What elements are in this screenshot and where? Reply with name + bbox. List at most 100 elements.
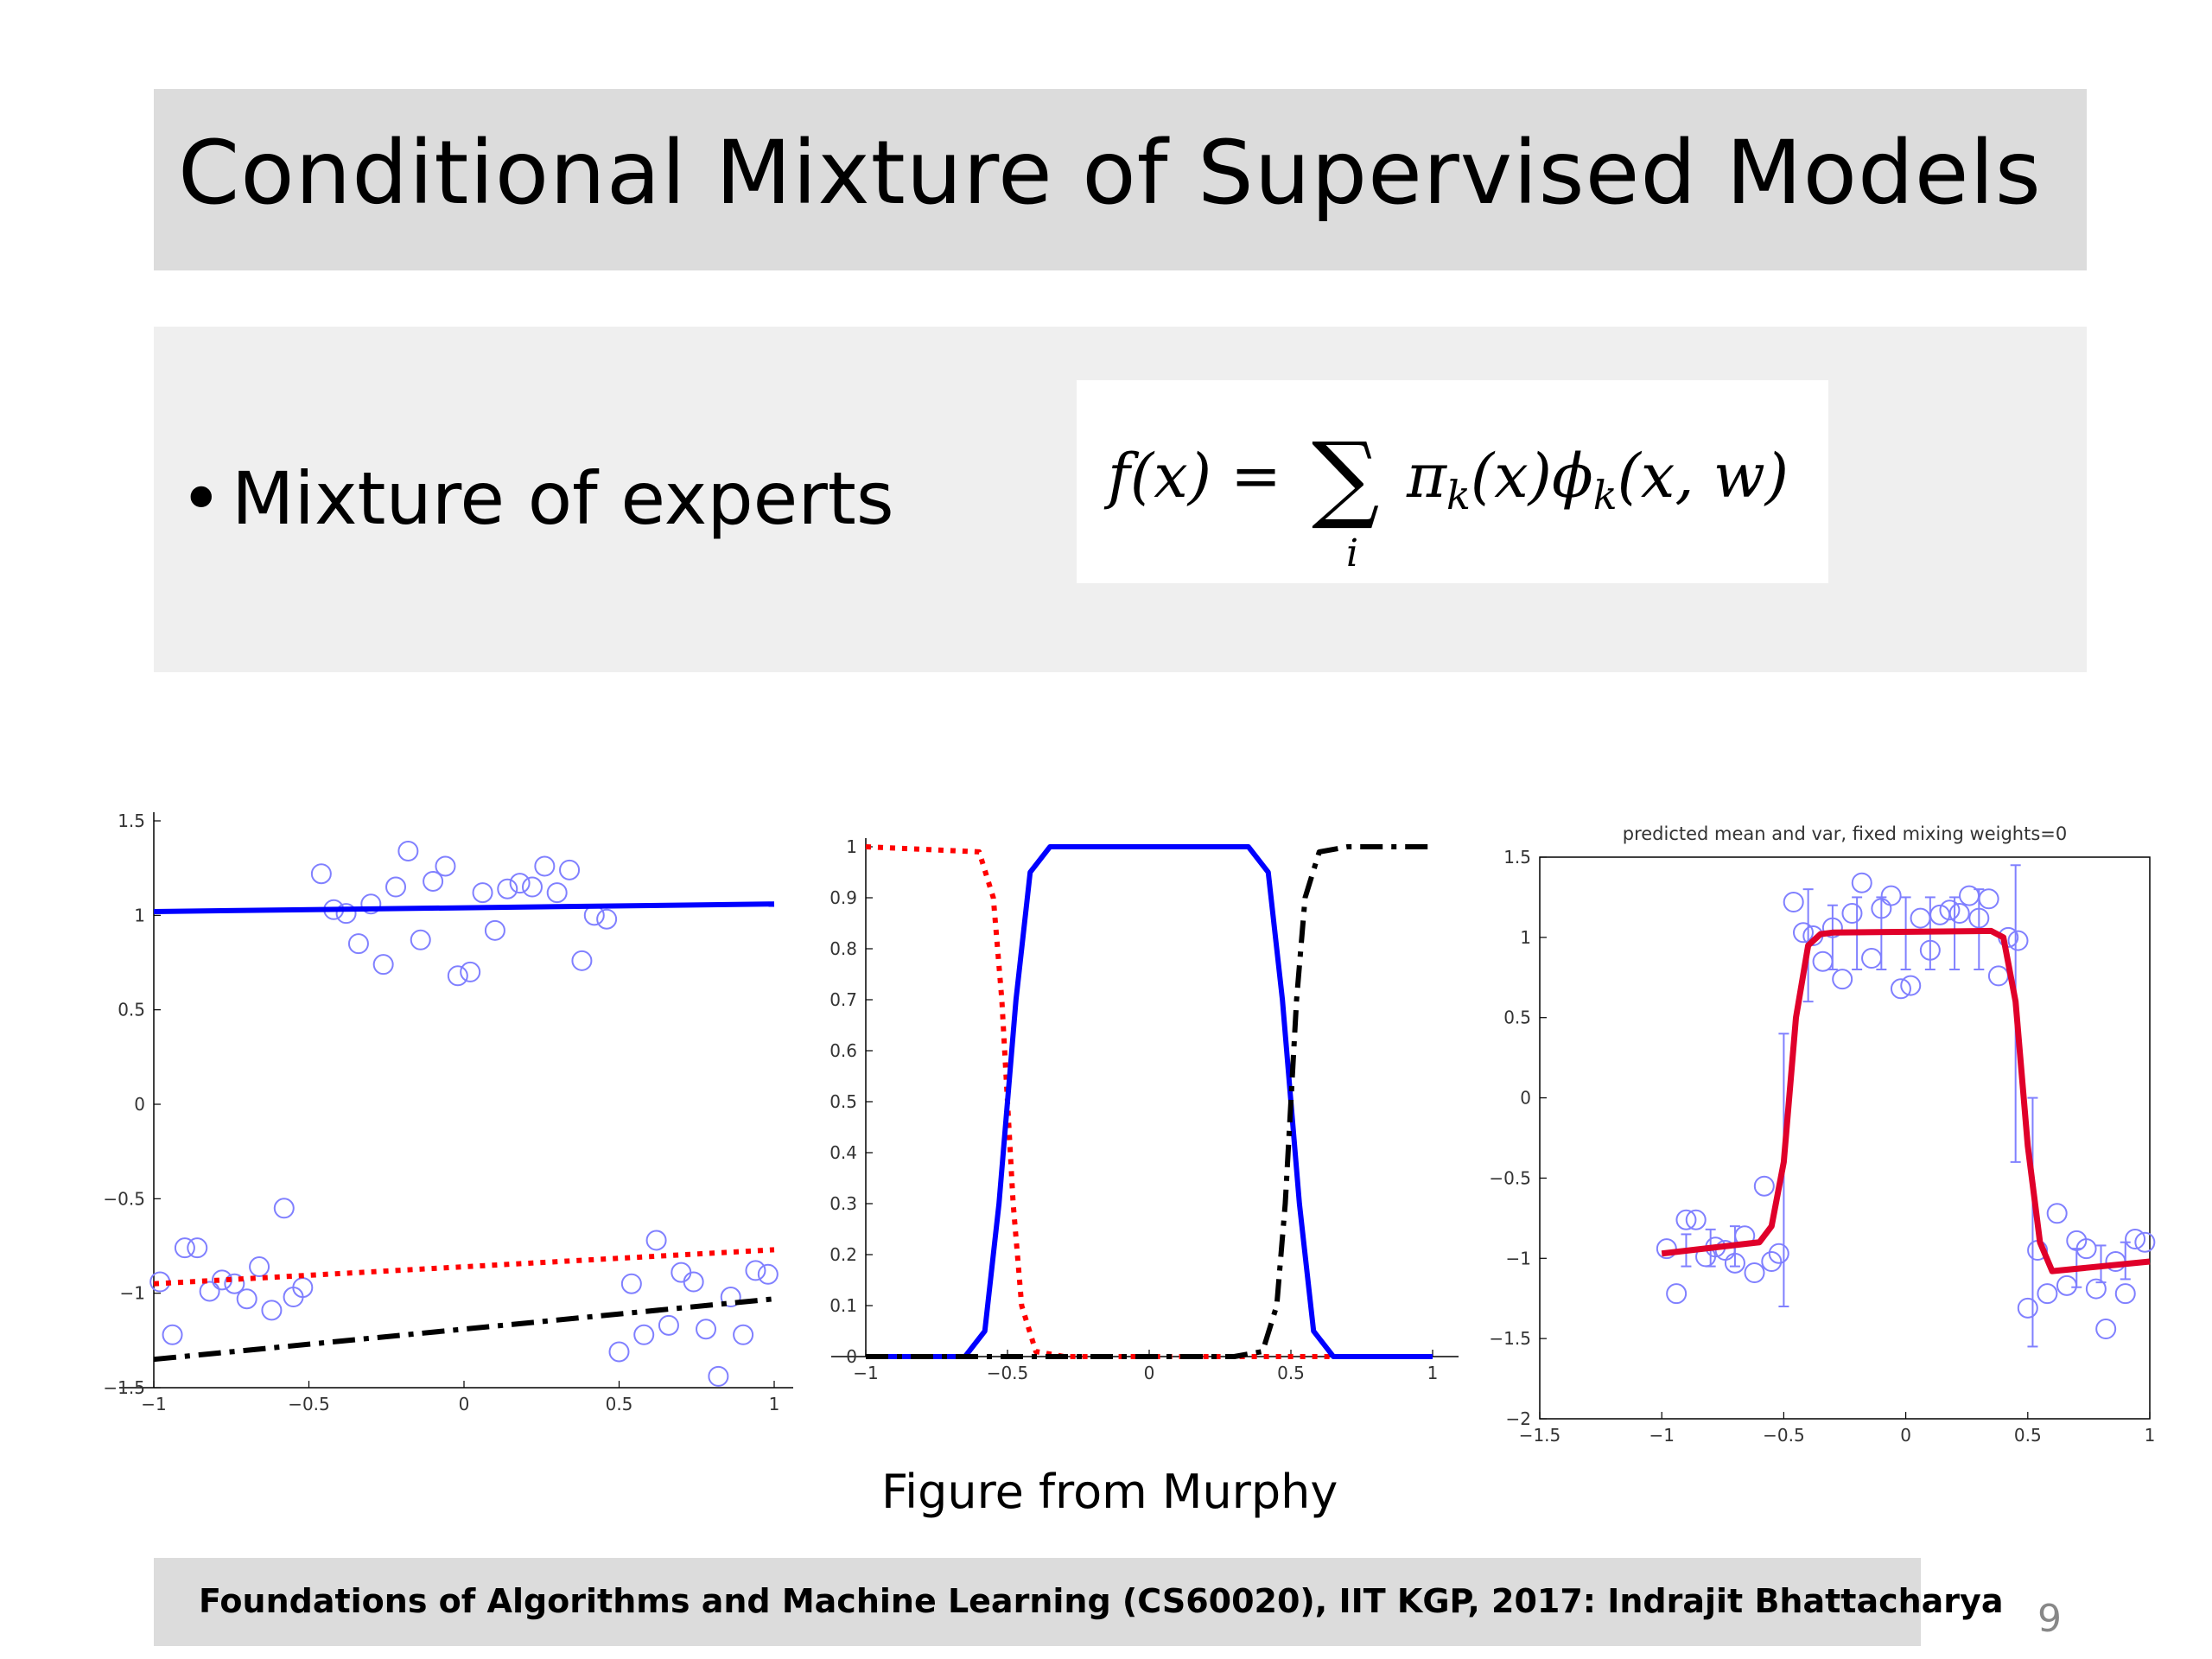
y-tick-label: −1.5 xyxy=(103,1377,145,1398)
y-tick-label: −1 xyxy=(1506,1248,1531,1268)
x-tick-label: 0.5 xyxy=(2014,1425,2042,1446)
data-point xyxy=(1968,907,1990,929)
data-point xyxy=(1948,903,1970,924)
data-point xyxy=(696,1319,717,1340)
y-tick-label: 1 xyxy=(134,905,145,925)
x-tick-label: 0.5 xyxy=(606,1394,633,1414)
bullet-dot: • xyxy=(180,456,223,541)
series-line-blue xyxy=(866,844,1433,1359)
y-tick-label: 0 xyxy=(1520,1088,1531,1109)
data-point xyxy=(1675,1209,1697,1230)
formula-box: f(x) = ∑ i πk(x)ϕk(x, w) xyxy=(1077,380,1828,583)
data-point xyxy=(2017,1297,2038,1319)
data-point xyxy=(1768,1243,1789,1264)
data-point xyxy=(1761,1251,1783,1272)
x-tick-label: 0.5 xyxy=(1277,1363,1305,1383)
data-point xyxy=(2007,930,2029,951)
data-point xyxy=(2085,1278,2107,1300)
y-tick-label: 0.9 xyxy=(830,887,857,908)
data-point xyxy=(571,950,593,971)
chart-middle: −1 −0.5 0 0.5 1 0 0.1 0.2 0.3 0.4 0.5 0.6 0.7 0.8 0.9 1 xyxy=(830,836,1459,1383)
data-point xyxy=(633,1324,655,1345)
y-tick-label: 1.5 xyxy=(1503,847,1531,868)
data-point xyxy=(559,859,581,880)
series-line-blue xyxy=(153,901,775,914)
data-point xyxy=(1987,965,2009,987)
data-point xyxy=(1685,1209,1707,1230)
data-point xyxy=(249,1256,270,1278)
x-tick-label: −0.5 xyxy=(987,1363,1029,1383)
y-tick-label: 0.5 xyxy=(830,1091,857,1112)
bullet-text: Mixture of experts xyxy=(232,456,894,541)
footer-text: Foundations of Algorithms and Machine Le… xyxy=(199,1582,2004,1620)
data-point xyxy=(1724,1252,1745,1274)
data-point xyxy=(423,870,444,892)
figure-caption: Figure from Murphy xyxy=(881,1465,1338,1519)
data-point xyxy=(1832,969,1853,990)
y-tick-label: 0.1 xyxy=(830,1295,857,1316)
series-line-black xyxy=(153,1296,775,1363)
y-tick-label: −1.5 xyxy=(1489,1328,1531,1349)
formula-rhs: πk(x)ϕk(x, w) xyxy=(1406,441,1789,518)
data-point xyxy=(174,1237,195,1259)
y-tick-label: 1 xyxy=(1520,927,1531,948)
data-point xyxy=(2056,1274,2077,1296)
x-tick-label: −0.5 xyxy=(288,1394,330,1414)
y-tick-label: −1 xyxy=(120,1283,145,1304)
x-tick-label: 0 xyxy=(1900,1425,1911,1446)
x-tick-label: 1 xyxy=(1427,1363,1439,1383)
data-point xyxy=(497,878,518,899)
data-point xyxy=(620,1273,642,1294)
data-point xyxy=(1841,903,1863,924)
data-point xyxy=(1666,1283,1688,1305)
page-number: 9 xyxy=(2037,1597,2062,1641)
data-point xyxy=(1959,885,1980,906)
data-point xyxy=(2114,1283,2136,1305)
data-point xyxy=(1880,885,1902,906)
y-tick-label: 0.4 xyxy=(830,1142,857,1163)
y-tick-label: −0.5 xyxy=(1489,1167,1531,1188)
y-tick-label: 1 xyxy=(846,836,857,857)
data-point xyxy=(645,1230,667,1251)
data-point xyxy=(1821,917,1843,938)
data-point xyxy=(546,882,568,904)
title-bar: Conditional Mixture of Supervised Models xyxy=(154,89,2087,270)
data-point xyxy=(224,1273,245,1294)
data-point xyxy=(2037,1283,2058,1305)
data-point xyxy=(1783,892,1804,912)
data-point xyxy=(1939,899,1961,921)
data-point xyxy=(385,876,407,898)
data-point xyxy=(671,1262,692,1283)
x-tick-label: 1 xyxy=(2145,1425,2156,1446)
data-point xyxy=(509,873,531,894)
y-tick-label: 1.5 xyxy=(118,810,145,831)
data-point xyxy=(360,893,382,915)
y-tick-label: 0.3 xyxy=(830,1193,857,1214)
slide-title: Conditional Mixture of Supervised Models xyxy=(178,122,2042,225)
data-point xyxy=(2075,1238,2097,1260)
data-point xyxy=(472,882,493,904)
y-tick-label: 0.6 xyxy=(830,1040,857,1061)
x-tick-label: −1 xyxy=(141,1394,166,1414)
data-point xyxy=(1900,975,1922,996)
series-line-black xyxy=(866,844,1433,1359)
data-point xyxy=(347,933,369,955)
data-point xyxy=(1753,1175,1775,1197)
series-line-red xyxy=(865,844,1433,1359)
data-point xyxy=(199,1281,220,1302)
data-point xyxy=(1744,1262,1765,1283)
footer-bar: Foundations of Algorithms and Machine Le… xyxy=(154,1558,2003,1646)
data-point xyxy=(261,1300,283,1321)
data-point xyxy=(2095,1319,2117,1339)
formula-sum: ∑ xyxy=(1312,422,1380,532)
data-point xyxy=(1919,939,1941,961)
formula-sub: i xyxy=(1346,531,1358,575)
data-point xyxy=(435,855,456,877)
content-box: • Mixture of experts f(x) = ∑ i πk(x)ϕk(x… xyxy=(154,327,2087,672)
data-point xyxy=(484,919,505,941)
chart-title: predicted mean and var, fixed mixing wei… xyxy=(1623,823,2068,844)
data-point xyxy=(745,1260,766,1281)
x-tick-label: 0 xyxy=(1144,1363,1155,1383)
data-point xyxy=(683,1271,704,1293)
y-tick-label: 0.8 xyxy=(830,938,857,959)
